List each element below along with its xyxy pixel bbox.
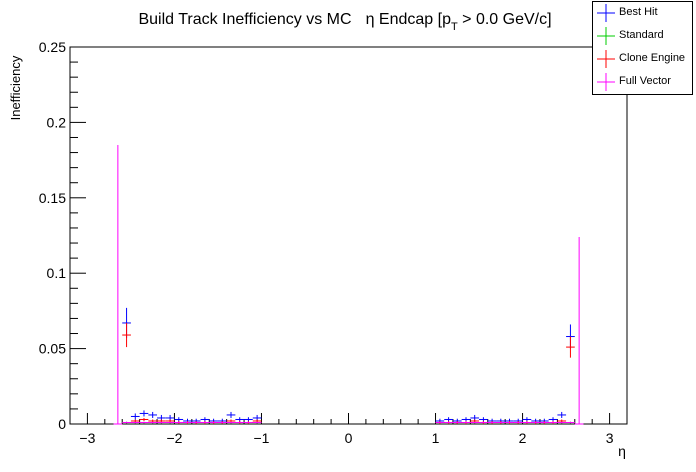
chart-title: Build Track Inefficiency vs MC η Endcap […: [138, 11, 551, 33]
data-point: [435, 421, 445, 424]
data-point: [244, 421, 253, 424]
data-point: [452, 421, 462, 424]
x-tick-label: 0: [345, 430, 353, 446]
x-tick-label: −3: [79, 430, 95, 446]
legend-label-standard: Standard: [619, 29, 664, 41]
data-point: [191, 421, 201, 424]
title-tail: > 0.0 GeV/c]: [458, 11, 552, 28]
legend: Best Hit Standard Clone Engine Full Vect…: [592, 1, 693, 95]
legend-swatch-clone-engine: [597, 50, 615, 68]
data-point: [217, 421, 227, 424]
legend-entry-best-hit: Best Hit: [593, 2, 692, 24]
data-point: [148, 421, 158, 424]
data-point: [139, 417, 149, 421]
data-point: [444, 421, 453, 424]
data-point: [539, 421, 549, 424]
legend-entry-standard: Standard: [593, 25, 692, 47]
data-point: [113, 145, 123, 425]
data-point: [165, 421, 175, 424]
legend-label-best-hit: Best Hit: [619, 6, 658, 18]
data-point: [174, 421, 184, 424]
legend-label-full-vector: Full Vector: [619, 75, 671, 87]
legend-entry-clone-engine: Clone Engine: [593, 48, 692, 70]
title-eta: η Endcap [p: [366, 11, 452, 28]
data-point: [130, 413, 140, 420]
legend-swatch-full-vector: [597, 73, 615, 91]
data-point: [157, 421, 166, 424]
data-point: [513, 421, 523, 424]
legend-swatch-standard: [597, 27, 615, 45]
data-point: [252, 421, 262, 424]
data-point: [479, 421, 488, 424]
y-tick-label: 0: [58, 416, 66, 432]
y-tick-label: 0.2: [47, 114, 67, 130]
data-point: [130, 421, 140, 424]
data-point: [200, 421, 210, 424]
data-point: [496, 421, 506, 424]
series-layer: [113, 145, 584, 425]
data-point: [557, 411, 567, 418]
data-point: [522, 421, 532, 424]
y-tick-label: 0.15: [39, 190, 66, 206]
legend-label-clone-engine: Clone Engine: [619, 52, 686, 64]
data-point: [139, 410, 149, 417]
legend-entry-full-vector: Full Vector: [593, 71, 692, 93]
data-point: [461, 421, 471, 424]
data-point: [226, 421, 236, 424]
data-point: [122, 421, 131, 424]
data-point: [139, 421, 149, 424]
data-point: [574, 237, 584, 425]
data-point: [566, 421, 575, 424]
plot-frame: [69, 46, 628, 425]
data-point: [548, 421, 558, 424]
data-point: [183, 421, 192, 424]
data-point: [209, 421, 218, 424]
x-tick-label: 2: [519, 430, 527, 446]
title-main: Build Track Inefficiency vs MC: [138, 11, 351, 28]
title-subscript: T: [451, 21, 458, 33]
x-tick-label: 3: [606, 430, 614, 446]
series-clone-engine: [122, 322, 575, 424]
x-tick-label: −2: [166, 430, 182, 446]
data-point: [505, 421, 514, 424]
legend-swatch-best-hit: [597, 4, 615, 22]
y-tick-label: 0.05: [39, 341, 66, 357]
data-point: [557, 421, 567, 424]
y-axis-label: Inefficiency: [8, 55, 23, 120]
data-point: [487, 421, 497, 424]
series-full-vector: [113, 145, 584, 425]
data-point: [226, 411, 236, 418]
data-point: [235, 421, 245, 424]
y-tick-label: 0.1: [47, 265, 67, 281]
data-point: [566, 336, 575, 358]
x-tick-label: 1: [432, 430, 440, 446]
x-tick-label: −1: [253, 430, 269, 446]
y-tick-label: 0.25: [39, 39, 66, 55]
axes-layer: −3 −2 −1 0 1 2 3 0 0.05 0.1 0.15 0.2 0.25: [39, 39, 628, 446]
series-best-hit: [122, 307, 575, 424]
data-point: [122, 322, 131, 348]
x-axis-label: η: [618, 443, 626, 459]
data-point: [470, 421, 480, 424]
data-point: [531, 421, 540, 424]
data-point: [148, 411, 158, 418]
